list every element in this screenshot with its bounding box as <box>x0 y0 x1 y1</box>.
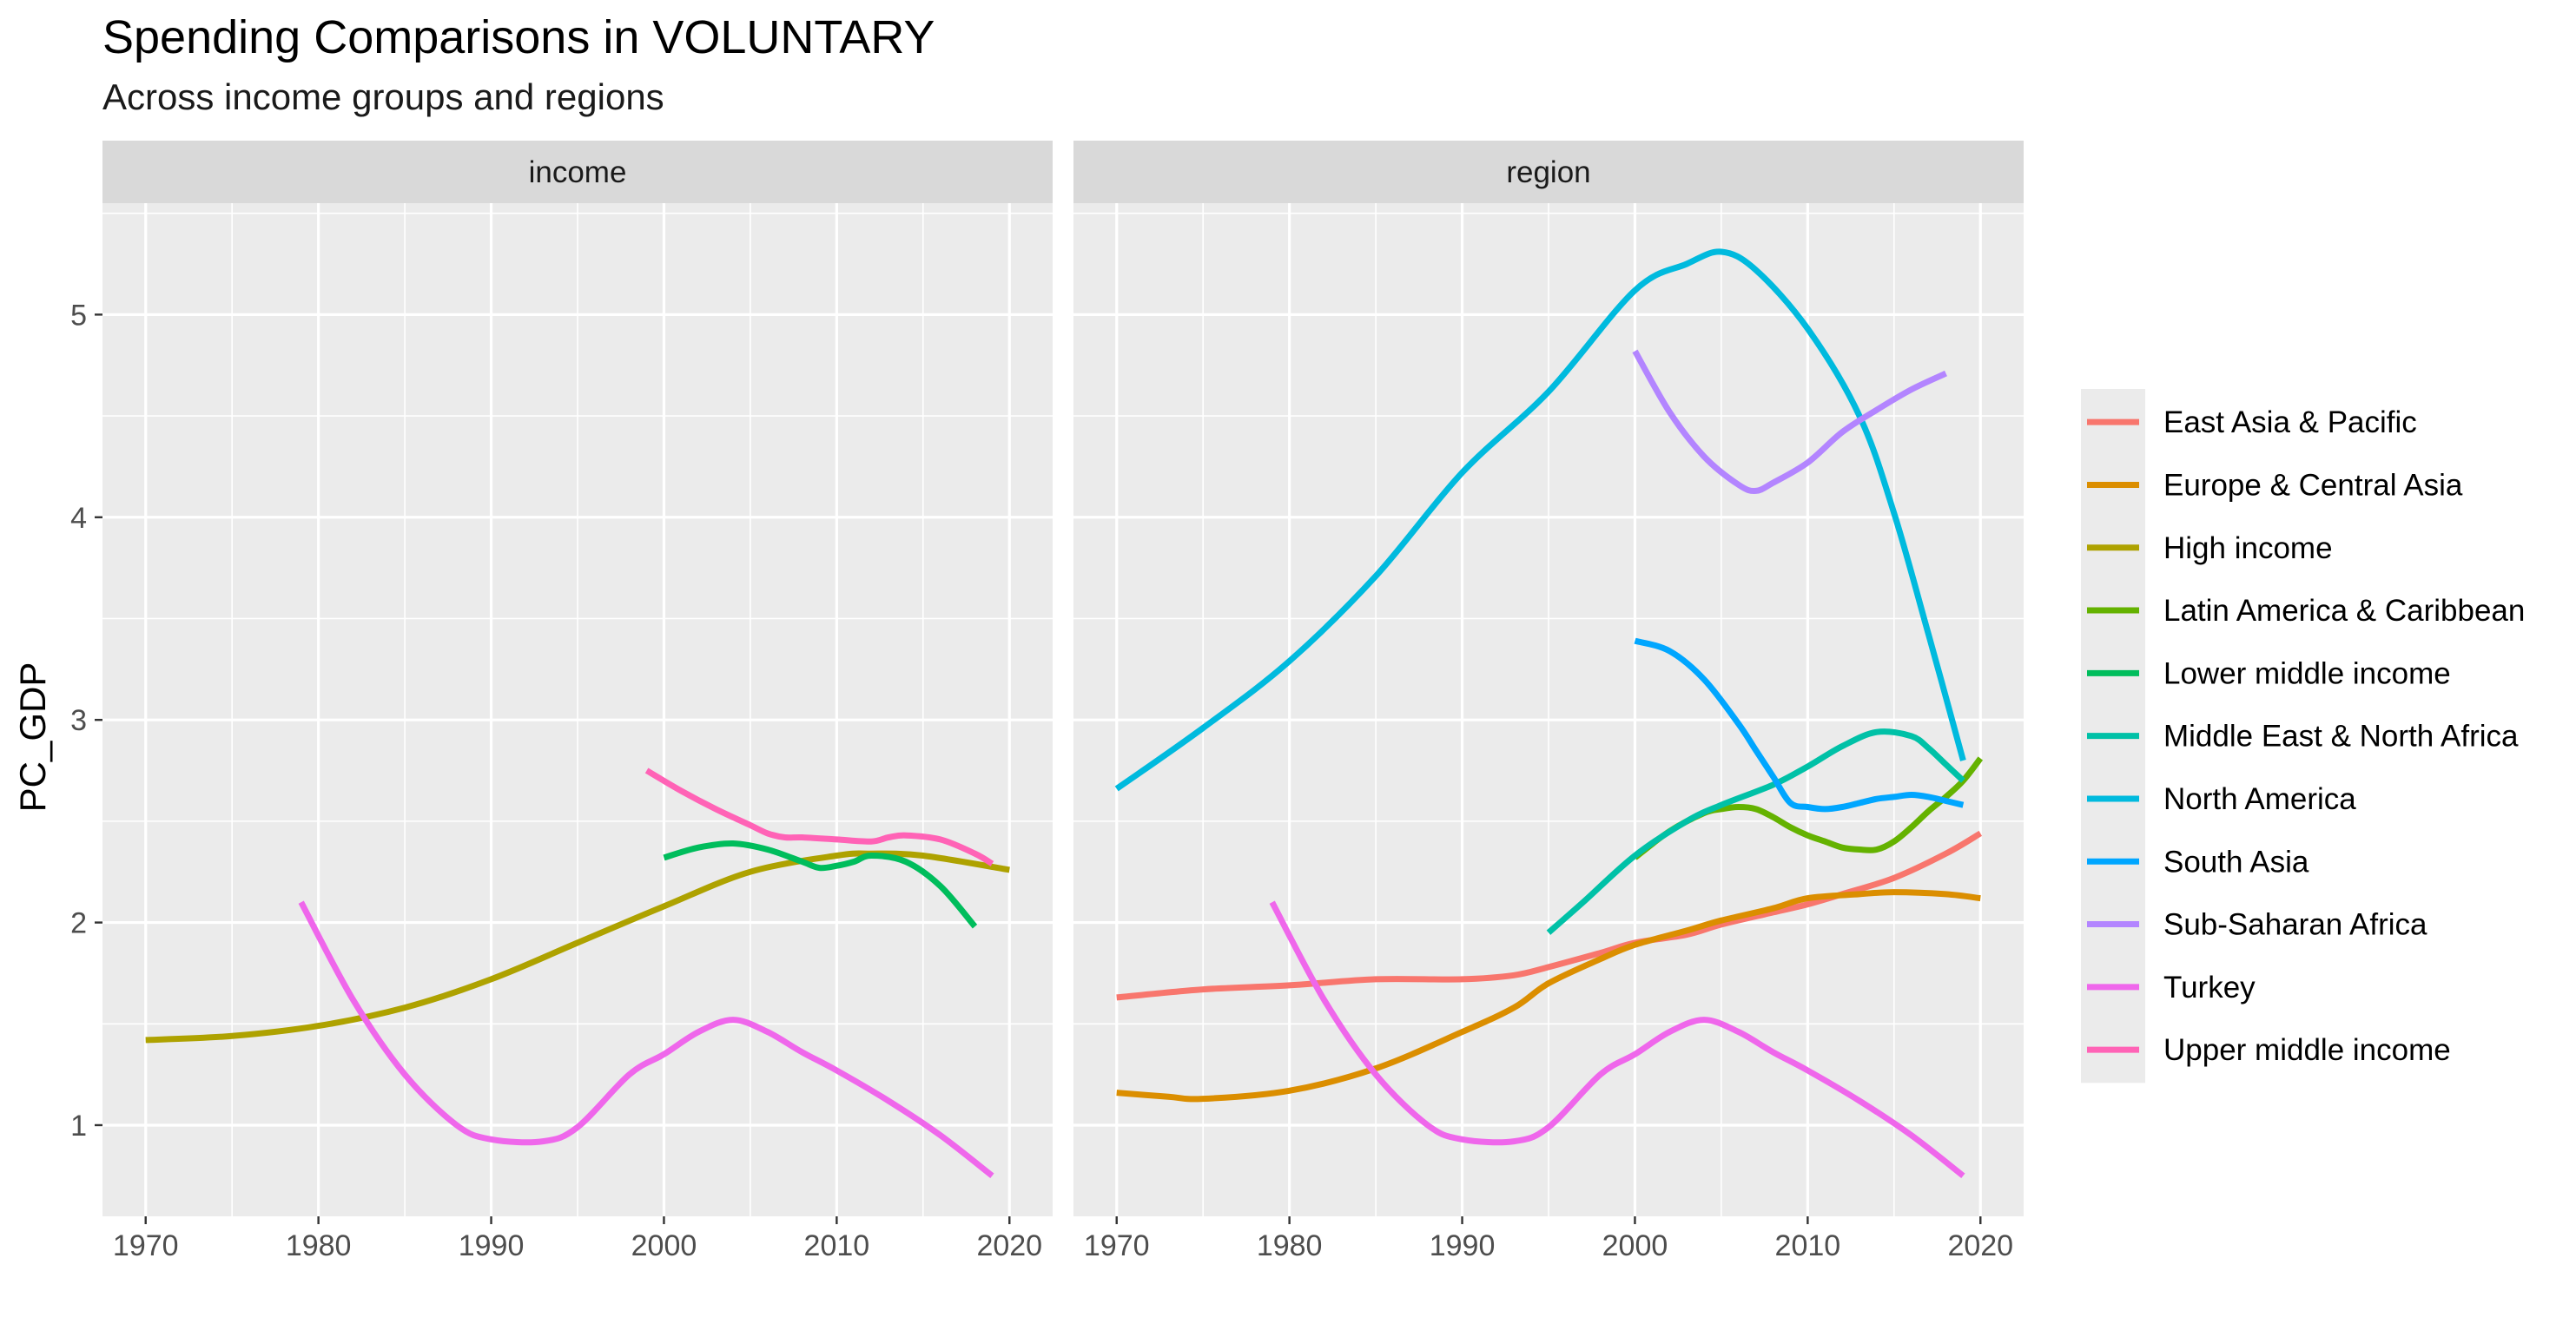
y-axis-title: PC_GDP <box>12 662 53 813</box>
x-tick-label: 2000 <box>1602 1229 1668 1262</box>
legend-item-upper-middle-income: Upper middle income <box>2087 1033 2451 1067</box>
legend-label: Sub-Saharan Africa <box>2163 908 2427 942</box>
x-tick-label: 2020 <box>1947 1229 2013 1262</box>
x-tick-label: 2010 <box>804 1229 870 1262</box>
series-line-latin-america-caribbean <box>1633 756 1984 860</box>
legend-label: East Asia & Pacific <box>2163 405 2417 439</box>
legend-item-north-america: North America <box>2087 782 2356 816</box>
series-line-europe-central-asia <box>1116 889 1981 1103</box>
y-tick-label: 2 <box>70 907 87 940</box>
x-tick-label: 1980 <box>286 1229 352 1262</box>
chart-subtitle: Across income groups and regions <box>102 76 664 117</box>
legend: East Asia & Pacific Europe & Central Asia… <box>2081 389 2525 1084</box>
y-tick-label: 4 <box>70 502 87 535</box>
facet-strip <box>102 141 1053 203</box>
legend-item-high-income: High income <box>2087 531 2333 565</box>
legend-item-lower-middle-income: Lower middle income <box>2087 656 2451 690</box>
series-line-turkey <box>298 900 994 1179</box>
y-tick-label: 5 <box>70 299 87 332</box>
series-line-north-america <box>1114 248 1966 792</box>
legend-label: Europe & Central Asia <box>2163 468 2463 502</box>
facet-panel-income: income 1970 1980 1990 2000 2010 2020 1 2 3 4 5 <box>70 141 1053 1262</box>
x-tick-label: 1980 <box>1257 1229 1323 1262</box>
x-tick-label: 1990 <box>1430 1229 1496 1262</box>
x-tick-label: 1970 <box>113 1229 179 1262</box>
legend-label: Lower middle income <box>2163 656 2451 690</box>
legend-item-europe-central-asia: Europe & Central Asia <box>2087 468 2463 502</box>
legend-label: South Asia <box>2163 845 2309 879</box>
legend-item-east-asia-pacific: East Asia & Pacific <box>2087 405 2417 439</box>
x-tick-label: 2010 <box>1775 1229 1841 1262</box>
legend-label: High income <box>2163 531 2333 565</box>
series-line-lower-middle-income <box>663 840 978 929</box>
y-tick-label: 1 <box>70 1110 87 1143</box>
series-line-turkey <box>1269 900 1965 1179</box>
legend-item-turkey: Turkey <box>2087 971 2256 1005</box>
legend-item-latin-america-caribbean: Latin America & Caribbean <box>2087 594 2525 628</box>
series-line-middle-east-north-africa <box>1546 728 1965 935</box>
legend-item-south-asia: South Asia <box>2087 845 2309 879</box>
facet-panels: income 1970 1980 1990 2000 2010 2020 1 2 3 4 5 regio… <box>70 141 2024 1262</box>
x-tick-label: 2020 <box>976 1229 1042 1262</box>
legend-label: Latin America & Caribbean <box>2163 594 2525 628</box>
legend-label: North America <box>2163 782 2356 816</box>
x-tick-label: 1990 <box>459 1229 525 1262</box>
legend-label: Middle East & North Africa <box>2163 720 2519 754</box>
facet-strip-label: region <box>1506 155 1590 189</box>
facet-strip-label: income <box>529 155 627 189</box>
series-line-upper-middle-income <box>644 767 994 866</box>
x-tick-label: 1970 <box>1084 1229 1150 1262</box>
series-line-south-asia <box>1634 637 1965 813</box>
y-tick-label: 3 <box>70 704 87 737</box>
legend-label: Turkey <box>2163 971 2256 1005</box>
x-tick-label: 2000 <box>631 1229 697 1262</box>
legend-item-middle-east-north-africa: Middle East & North Africa <box>2087 720 2519 754</box>
series-line-sub-saharan-africa <box>1632 349 1947 494</box>
legend-item-sub-saharan-africa: Sub-Saharan Africa <box>2087 908 2427 942</box>
legend-label: Upper middle income <box>2163 1033 2451 1067</box>
facet-strip <box>1073 141 2024 203</box>
facet-panel-region: region 1970 1980 1990 2000 2010 2020 <box>1073 141 2024 1262</box>
chart-title: Spending Comparisons in VOLUNTARY <box>102 11 935 63</box>
